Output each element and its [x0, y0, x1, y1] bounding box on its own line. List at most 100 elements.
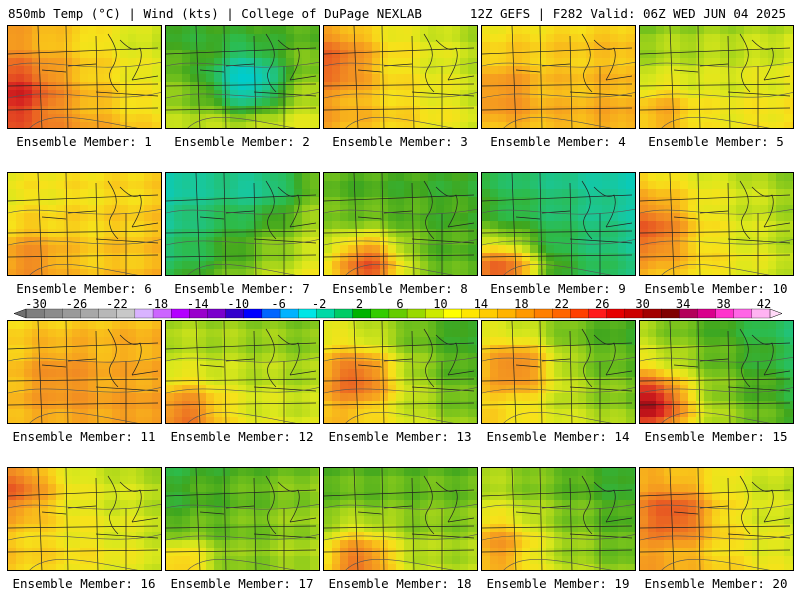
ensemble-panel-14 — [481, 320, 636, 424]
ensemble-panel-9 — [481, 172, 636, 276]
colorbar-swatch — [43, 308, 63, 319]
temperature-colorbar — [13, 308, 783, 319]
state-borders — [640, 321, 791, 423]
ensemble-member-label: Ensemble Member: 11 — [12, 429, 156, 444]
state-borders — [324, 26, 475, 128]
colorbar-swatch — [733, 308, 753, 319]
temperature-field — [640, 321, 793, 423]
temperature-field — [482, 26, 635, 128]
ensemble-panel-10 — [639, 172, 794, 276]
ensemble-member-label: Ensemble Member: 20 — [644, 576, 788, 591]
height-contours — [482, 62, 635, 128]
height-contours — [640, 357, 793, 423]
height-contours — [8, 504, 161, 570]
ensemble-member-label: Ensemble Member: 15 — [644, 429, 788, 444]
ensemble-panel-7 — [165, 172, 320, 276]
colorbar-tick-label: 38 — [716, 297, 731, 311]
ensemble-panel-8 — [323, 172, 478, 276]
colorbar-tick-label: -18 — [146, 297, 169, 311]
colorbar-tick-label: 18 — [514, 297, 529, 311]
colorbar-swatch — [334, 308, 354, 319]
colorbar-tick-label: 10 — [433, 297, 448, 311]
colorbar-tick-label: -2 — [311, 297, 327, 311]
ensemble-member-label: Ensemble Member: 3 — [332, 134, 468, 149]
height-contours — [324, 62, 477, 128]
ensemble-member-label: Ensemble Member: 2 — [174, 134, 310, 149]
ensemble-panel-3 — [323, 25, 478, 129]
ensemble-member-label: Ensemble Member: 9 — [490, 281, 626, 296]
state-borders — [640, 26, 791, 128]
colorbar-swatch — [570, 308, 589, 319]
state-borders — [324, 321, 475, 423]
ensemble-member-label: Ensemble Member: 4 — [490, 134, 626, 149]
height-contours — [166, 209, 319, 275]
temperature-field — [482, 321, 635, 423]
temperature-field — [8, 26, 161, 128]
state-borders — [166, 173, 317, 275]
colorbar-swatch — [533, 308, 553, 319]
temperature-field — [324, 26, 477, 128]
colorbar-tick-label: 2 — [355, 297, 364, 311]
colorbar-swatch — [697, 308, 717, 319]
chart-title: 850mb Temp (°C) | Wind (kts) | College o… — [8, 6, 422, 21]
state-borders — [482, 26, 633, 128]
colorbar-tick-label: -22 — [106, 297, 128, 311]
ensemble-member-label: Ensemble Member: 6 — [16, 281, 152, 296]
ensemble-member-label: Ensemble Member: 14 — [486, 429, 630, 444]
temperature-field — [482, 468, 635, 570]
state-borders — [8, 26, 159, 128]
temperature-field — [640, 26, 793, 128]
ensemble-member-label: Ensemble Member: 18 — [328, 576, 472, 591]
colorbar-max-arrow — [769, 308, 783, 319]
state-borders — [166, 26, 317, 128]
ensemble-panel-17 — [165, 467, 320, 571]
height-contours — [166, 62, 319, 128]
temperature-field — [640, 173, 793, 275]
temperature-field — [166, 26, 319, 128]
state-borders — [640, 173, 791, 275]
height-contours — [482, 504, 635, 570]
colorbar-tick-label: -10 — [227, 297, 250, 311]
ensemble-member-label: Ensemble Member: 13 — [328, 429, 472, 444]
temperature-field — [166, 321, 319, 423]
colorbar-tick-label: 34 — [675, 297, 691, 311]
colorbar-tick-label: 6 — [396, 297, 404, 311]
height-contours — [166, 357, 319, 423]
colorbar-tick-label: 30 — [635, 297, 650, 311]
ensemble-panel-2 — [165, 25, 320, 129]
state-borders — [8, 321, 159, 423]
temperature-field — [8, 173, 161, 275]
ensemble-panel-15 — [639, 320, 794, 424]
colorbar-tick-label: 26 — [594, 297, 610, 311]
ensemble-panel-12 — [165, 320, 320, 424]
ensemble-panel-13 — [323, 320, 478, 424]
ensemble-panel-18 — [323, 467, 478, 571]
state-borders — [324, 173, 475, 275]
ensemble-panel-1 — [7, 25, 162, 129]
height-contours — [324, 504, 477, 570]
height-contours — [482, 209, 635, 275]
colorbar-min-arrow — [13, 308, 27, 319]
height-contours — [324, 209, 477, 275]
temperature-field — [8, 468, 161, 570]
temperature-field — [166, 468, 319, 570]
ensemble-panel-19 — [481, 467, 636, 571]
height-contours — [324, 357, 477, 423]
model-run-info: 12Z GEFS | F282 Valid: 06Z WED JUN 04 20… — [469, 6, 786, 21]
ensemble-member-label: Ensemble Member: 8 — [332, 281, 468, 296]
height-contours — [482, 357, 635, 423]
temperature-field — [8, 321, 161, 423]
colorbar-swatch — [207, 308, 227, 319]
colorbar-tick-label: -30 — [25, 297, 47, 311]
colorbar-tick-label: 22 — [554, 297, 569, 311]
ensemble-member-label: Ensemble Member: 17 — [170, 576, 314, 591]
ensemble-member-label: Ensemble Member: 5 — [648, 134, 784, 149]
temperature-field — [324, 321, 477, 423]
temperature-field — [324, 468, 477, 570]
height-contours — [8, 209, 161, 275]
height-contours — [640, 62, 793, 128]
colorbar-tick-label: -14 — [186, 297, 209, 311]
ensemble-member-label: Ensemble Member: 1 — [16, 134, 152, 149]
height-contours — [640, 209, 793, 275]
colorbar-swatch — [406, 308, 426, 319]
